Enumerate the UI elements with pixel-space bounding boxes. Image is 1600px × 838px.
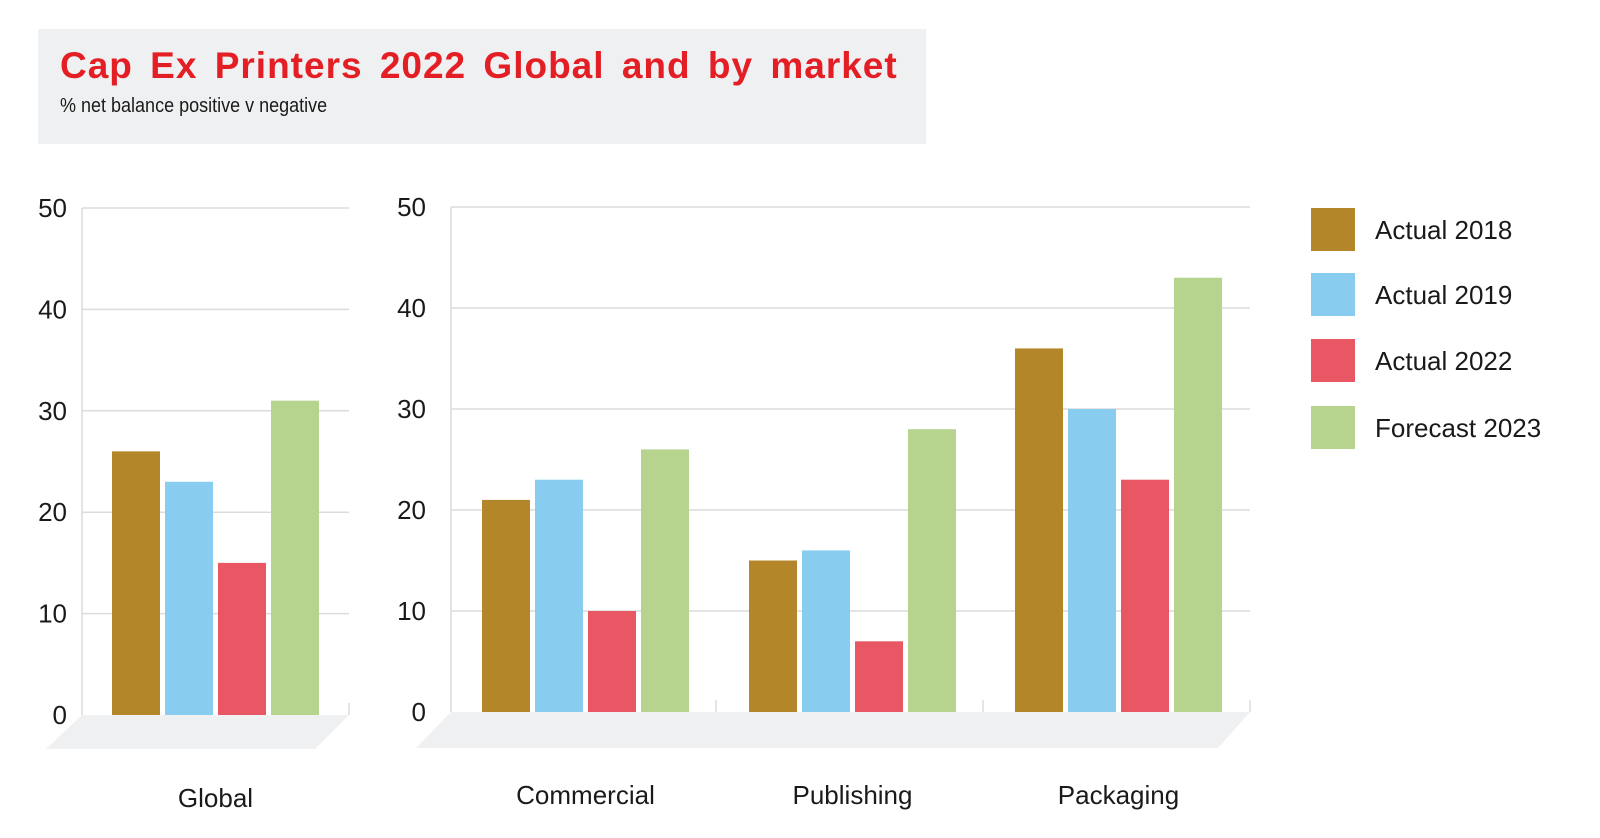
chart-title: Cap Ex Printers 2022 Global and by marke…: [60, 45, 898, 86]
legend-label: Actual 2019: [1375, 280, 1512, 310]
bar-publishing-actual-2022: [855, 641, 903, 712]
bar-commercial-actual-2018: [482, 499, 530, 712]
bar-global-actual-2022: [218, 562, 266, 715]
chart-floor: [416, 712, 1250, 748]
bar-commercial-actual-2022: [588, 611, 636, 712]
x-category-label: Global: [178, 783, 253, 813]
bar-publishing-actual-2019: [802, 550, 850, 712]
x-category-label: Packaging: [1058, 780, 1179, 810]
y-tick-label: 30: [397, 394, 426, 424]
title-box: Cap Ex Printers 2022 Global and by marke…: [38, 29, 926, 144]
y-tick-label: 10: [38, 599, 67, 629]
bar-publishing-actual-2018: [749, 560, 797, 712]
bar-global-actual-2018: [112, 451, 160, 715]
legend-swatch: [1311, 406, 1355, 449]
bar-packaging-actual-2018: [1015, 348, 1063, 712]
bar-publishing-forecast-2023: [908, 429, 956, 712]
y-tick-label: 20: [397, 495, 426, 525]
bar-packaging-actual-2022: [1121, 479, 1169, 712]
y-tick-label: 40: [38, 294, 67, 324]
y-tick-label: 0: [53, 700, 67, 730]
y-tick-label: 50: [397, 192, 426, 222]
legend-swatch: [1311, 339, 1355, 382]
bar-packaging-actual-2019: [1068, 409, 1116, 712]
y-tick-label: 20: [38, 497, 67, 527]
chart-subtitle: % net balance positive v negative: [60, 95, 328, 117]
legend-swatch: [1311, 273, 1355, 316]
y-tick-label: 30: [38, 396, 67, 426]
x-category-label: Publishing: [793, 780, 913, 810]
bar-commercial-forecast-2023: [641, 449, 689, 712]
legend-swatch: [1311, 208, 1355, 251]
legend-label: Actual 2018: [1375, 215, 1512, 245]
y-tick-label: 0: [412, 697, 426, 727]
y-tick-label: 50: [38, 193, 67, 223]
legend-label: Actual 2022: [1375, 346, 1512, 376]
bar-commercial-actual-2019: [535, 479, 583, 712]
y-tick-label: 10: [397, 596, 426, 626]
bar-global-forecast-2023: [271, 400, 319, 715]
y-tick-label: 40: [397, 293, 426, 323]
x-category-label: Commercial: [516, 780, 655, 810]
legend-label: Forecast 2023: [1375, 413, 1541, 443]
bar-packaging-forecast-2023: [1174, 277, 1222, 712]
bar-global-actual-2019: [165, 481, 213, 715]
chart-floor: [46, 715, 349, 749]
